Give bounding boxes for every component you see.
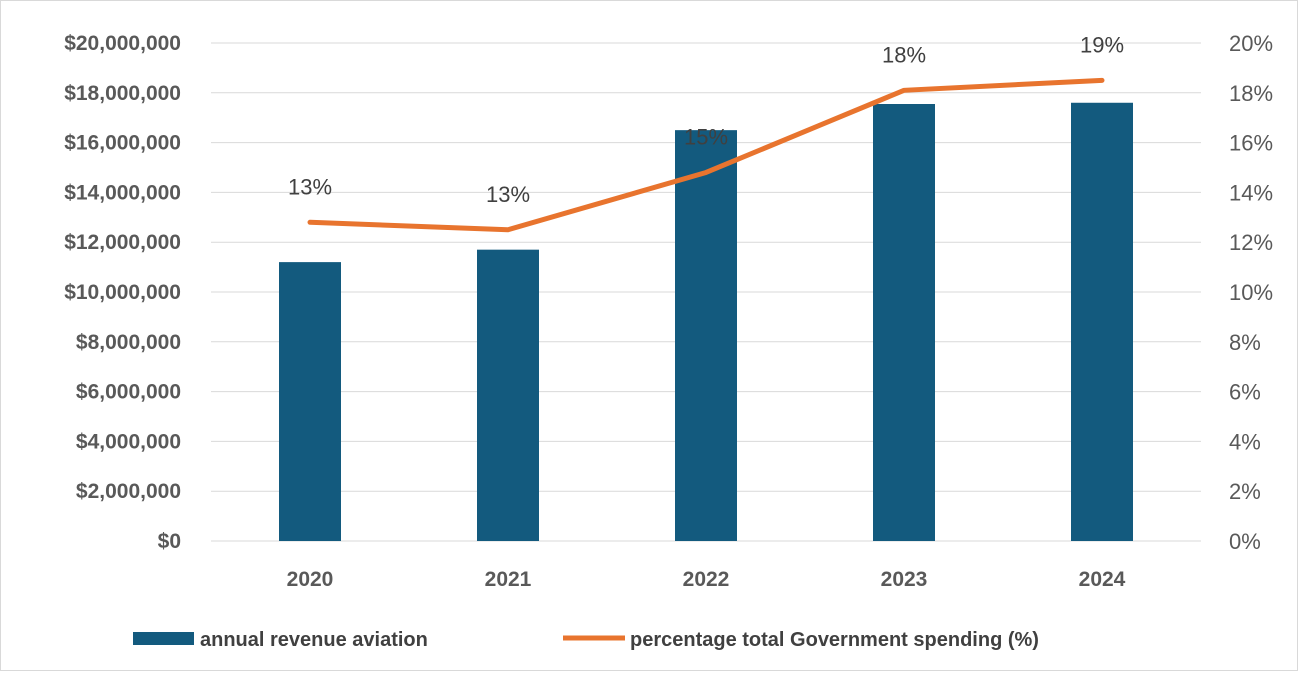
right-axis-tick-label: 10% <box>1229 280 1273 305</box>
right-axis-tick-label: 16% <box>1229 131 1273 156</box>
left-axis-tick-label: $10,000,000 <box>64 281 181 304</box>
right-axis-tick-label: 8% <box>1229 330 1261 355</box>
legend-bar-swatch <box>133 632 194 645</box>
right-axis-tick-label: 12% <box>1229 230 1273 255</box>
data-label: 18% <box>882 42 926 67</box>
x-axis-tick-label: 2023 <box>881 568 928 591</box>
bar <box>873 104 935 541</box>
right-axis-labels: 0% 2% 4% 6% 8% 10% 12% 14% 16% 18% 20% <box>1229 31 1273 554</box>
right-axis-tick-label: 2% <box>1229 479 1261 504</box>
left-axis-tick-label: $12,000,000 <box>64 231 181 254</box>
left-axis-tick-label: $20,000,000 <box>64 32 181 55</box>
right-axis-tick-label: 6% <box>1229 380 1261 405</box>
x-axis-tick-label: 2022 <box>683 568 730 591</box>
right-axis-tick-label: 4% <box>1229 429 1261 454</box>
left-axis-tick-label: $14,000,000 <box>64 181 181 204</box>
legend-bar-label: annual revenue aviation <box>200 629 428 651</box>
series-line <box>307 77 1105 233</box>
right-axis-tick-label: 18% <box>1229 81 1273 106</box>
bar <box>1071 102 1133 541</box>
left-axis-tick-label: $8,000,000 <box>76 331 181 354</box>
bar-series <box>279 102 1133 542</box>
left-axis-tick-label: $0 <box>158 530 181 553</box>
right-axis-tick-label: 20% <box>1229 31 1273 56</box>
data-labels: 13% 13% 15% 18% 19% <box>288 32 1124 206</box>
bar <box>477 249 539 542</box>
line-series <box>307 77 1105 233</box>
left-axis-tick-label: $16,000,000 <box>64 132 181 155</box>
left-axis-tick-label: $18,000,000 <box>64 82 181 105</box>
left-axis-tick-label: $4,000,000 <box>76 430 181 453</box>
legend: annual revenue aviation percentage total… <box>133 629 1039 651</box>
x-axis-tick-label: 2021 <box>485 568 532 591</box>
data-label: 15% <box>684 124 728 149</box>
data-label: 13% <box>486 182 530 207</box>
x-axis-tick-label: 2024 <box>1079 568 1126 591</box>
left-axis-tick-label: $2,000,000 <box>76 480 181 503</box>
right-axis-tick-label: 14% <box>1229 180 1273 205</box>
data-label: 19% <box>1080 32 1124 57</box>
bar <box>279 262 341 541</box>
data-label: 13% <box>288 174 332 199</box>
left-axis-labels: $0 $2,000,000 $4,000,000 $6,000,000 $8,000,0… <box>64 32 181 553</box>
x-axis-tick-label: 2020 <box>287 568 334 591</box>
left-axis-tick-label: $6,000,000 <box>76 381 181 404</box>
x-axis-labels: 2020 2021 2022 2023 2024 <box>287 568 1126 591</box>
right-axis-tick-label: 0% <box>1229 529 1261 554</box>
legend-line-label: percentage total Government spending (%) <box>630 629 1039 651</box>
bar <box>675 130 737 541</box>
